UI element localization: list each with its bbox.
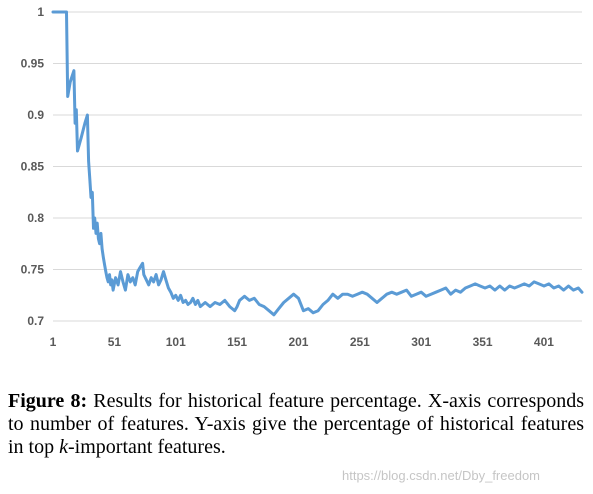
- caption-k: k: [59, 436, 69, 458]
- y-tick-label: 0.9: [27, 108, 44, 122]
- y-tick-label: 0.85: [21, 160, 45, 174]
- x-tick-label: 101: [166, 335, 186, 349]
- y-tick-label: 0.75: [21, 263, 45, 277]
- caption-text: Results for historical feature percentag…: [8, 390, 585, 458]
- x-axis-ticks: 1 51 101 151 201 251 301 351 401: [50, 335, 555, 349]
- x-tick-label: 251: [350, 335, 370, 349]
- x-tick-label: 201: [288, 335, 308, 349]
- y-tick-label: 0.8: [27, 211, 44, 225]
- y-tick-label: 0.7: [27, 314, 44, 328]
- x-tick-label: 151: [227, 335, 247, 349]
- y-gridlines: [53, 11, 582, 270]
- figure-caption: Figure 8: Results for historical feature…: [8, 390, 584, 459]
- watermark: https://blog.csdn.net/Dby_freedom: [342, 468, 541, 483]
- y-axis-ticks: 0.7 0.75 0.8 0.85 0.9 0.95 1: [21, 5, 45, 328]
- x-tick-label: 1: [50, 335, 57, 349]
- y-tick-label: 0.95: [21, 57, 45, 71]
- x-tick-label: 351: [473, 335, 493, 349]
- x-tick-label: 301: [411, 335, 431, 349]
- caption-text-end: -important features.: [68, 436, 226, 458]
- x-tick-label: 51: [108, 335, 122, 349]
- x-tick-label: 401: [534, 335, 554, 349]
- line-chart: 0.70.750.80.850.90.951 1 51 101 151 201 251 30…: [21, 5, 584, 349]
- y-tick-label: 1: [37, 5, 44, 19]
- caption-label: Figure 8:: [8, 390, 88, 412]
- series-line: [51, 10, 584, 317]
